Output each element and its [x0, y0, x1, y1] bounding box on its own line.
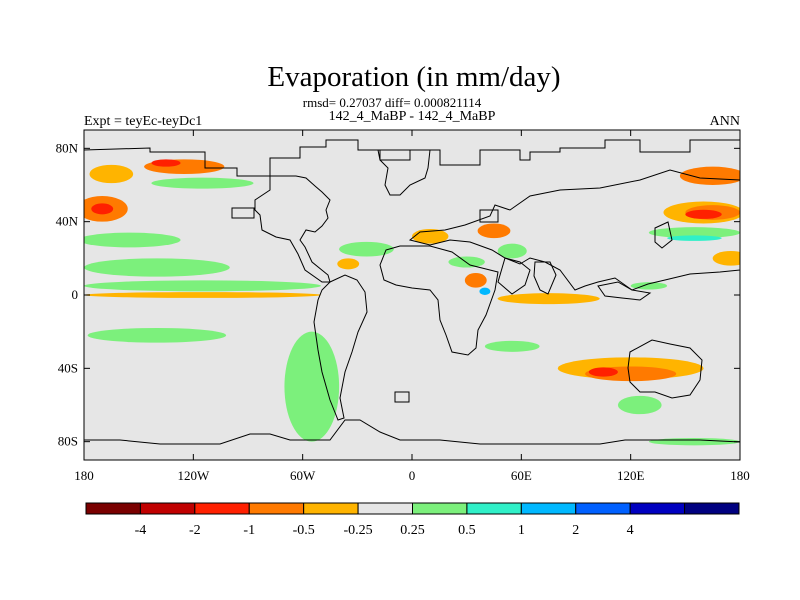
anomaly-region-26 [617, 395, 662, 415]
colorbar-swatch-3 [194, 502, 250, 515]
colorbar-swatch-2 [139, 502, 196, 515]
anomaly-region-25 [588, 367, 618, 377]
colorbar-swatch-7 [412, 502, 468, 515]
anomaly-region-2 [91, 203, 114, 215]
anomaly-region-13 [339, 241, 394, 257]
eurasia [408, 169, 740, 291]
stats-label: rmsd= 0.27037 diff= 0.000821114 [303, 95, 482, 110]
ocean-island-a [231, 207, 255, 219]
anomaly-region-19 [464, 273, 487, 288]
x-tick-label-5: 60E [511, 468, 532, 483]
colorbar-swatch-6 [357, 502, 414, 515]
colorbar-label-2: -2 [189, 523, 201, 538]
colorbar-swatch-8 [466, 502, 522, 515]
x-tick-label-3: 60W [290, 468, 316, 483]
japan [654, 221, 673, 249]
anomaly-region-34 [630, 282, 668, 290]
coastlines [84, 139, 740, 445]
y-tick-label-3: 0 [72, 287, 79, 302]
anomaly-region-3 [89, 164, 134, 184]
anomaly-layer [84, 159, 740, 446]
colorbar-label-10: 4 [627, 523, 634, 538]
anomaly-region-6 [151, 177, 254, 189]
colorbar-label-6: 0.25 [400, 523, 425, 538]
greenland [377, 149, 431, 196]
colorbar-label-3: -1 [243, 523, 255, 538]
anomaly-region-29 [685, 209, 722, 219]
ocean-island-c [479, 209, 499, 223]
south-america [313, 274, 368, 421]
x-tick-label-1: 180 [74, 468, 94, 483]
colorbar-swatch-11 [629, 502, 686, 515]
anomaly-region-31 [667, 235, 722, 241]
anomaly-region-8 [84, 258, 230, 277]
anomaly-region-9 [84, 280, 321, 292]
colorbar-label-9: 2 [572, 523, 579, 538]
north-america [254, 175, 331, 283]
case-label: 142_4_MaBP - 142_4_MaBP [329, 109, 496, 124]
x-tick-label-4: 0 [409, 468, 416, 483]
experiment-label: Expt = teyEc-teyDc1 [84, 114, 202, 129]
australia [627, 339, 703, 399]
anomaly-region-7 [84, 232, 181, 248]
anomaly-region-20 [479, 287, 491, 296]
colorbar: -4 -2 -1 -0.5 -0.25 0.25 0.5 1 2 4 [85, 502, 740, 538]
anomaly-region-12 [284, 331, 340, 442]
anomaly-region-5 [151, 159, 181, 167]
y-tick-label-5: 80S [58, 434, 78, 449]
x-tick-label-7: 180 [730, 468, 750, 483]
x-tick-label-2: 120W [177, 468, 210, 483]
anomaly-region-21 [497, 293, 600, 305]
y-tick-label-2: 40N [56, 214, 79, 229]
anomaly-region-33 [712, 251, 740, 266]
x-axis: 180 120W 60W 0 60E 120E 180 [74, 130, 750, 483]
india [533, 261, 557, 295]
anomaly-region-17 [477, 223, 511, 239]
colorbar-swatch-1 [85, 502, 141, 515]
anomaly-region-22 [484, 340, 540, 352]
chart-title: Evaporation (in mm/day) [267, 61, 560, 93]
x-tick-label-6: 120E [617, 468, 645, 483]
anomaly-region-30 [648, 227, 740, 239]
colorbar-label-4: -0.5 [293, 523, 315, 538]
y-tick-label-4: 40S [58, 360, 78, 375]
anomaly-region-14 [337, 258, 360, 270]
anomaly-region-15 [412, 229, 449, 244]
anomaly-region-11 [87, 328, 227, 343]
antarctic-coast [84, 419, 740, 445]
colorbar-label-1: -4 [135, 523, 147, 538]
colorbar-swatch-5 [303, 502, 359, 515]
colorbar-swatch-9 [520, 502, 577, 515]
season-label: ANN [710, 114, 740, 129]
anomaly-region-10 [84, 292, 321, 298]
colorbar-label-5: -0.25 [343, 523, 372, 538]
ocean-island-b [394, 391, 410, 403]
anomaly-region-18 [497, 243, 527, 259]
colorbar-swatch-4 [248, 502, 305, 515]
africa [379, 245, 499, 356]
colorbar-label-7: 0.5 [458, 523, 476, 538]
colorbar-label-8: 1 [518, 523, 525, 538]
arctic-coast [84, 139, 740, 177]
y-axis: 80N 40N 0 40S 80S [56, 140, 740, 449]
arabia [497, 257, 531, 295]
y-tick-label-1: 80N [56, 140, 79, 155]
colorbar-swatch-10 [575, 502, 631, 515]
anomaly-region-32 [679, 166, 740, 185]
colorbar-swatch-12 [684, 502, 740, 515]
maritime-continent [597, 281, 652, 301]
